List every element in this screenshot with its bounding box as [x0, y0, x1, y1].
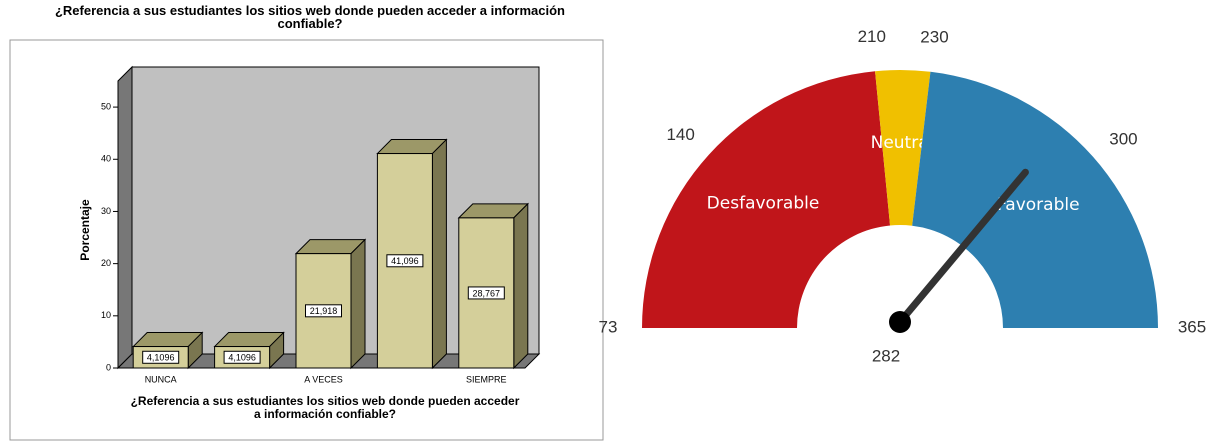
value-label: 28,767	[473, 288, 501, 298]
value-label: 4,1096	[147, 353, 175, 363]
x-tick-label: SIEMPRE	[466, 374, 507, 384]
gauge-band	[875, 69, 931, 226]
needle-hub	[889, 311, 911, 333]
band-label: Neutral	[871, 133, 934, 153]
y-tick-label: 40	[101, 154, 111, 164]
y-tick-label: 10	[101, 310, 111, 320]
value-label: 4,1096	[228, 353, 256, 363]
value-label-box	[142, 350, 180, 364]
y-tick-label: 50	[101, 101, 111, 111]
gauge-band	[912, 71, 1158, 328]
chart-title: ¿Referencia a sus estudiantes los sitios…	[54, 3, 566, 31]
gauge-tick-label: 365	[1178, 317, 1206, 336]
y-tick-label: 0	[106, 362, 111, 372]
y-tick-label: 20	[101, 258, 111, 268]
y-axis-title: Porcentaje	[78, 199, 92, 261]
value-label: 41,096	[391, 256, 419, 266]
gauge-band	[642, 71, 891, 329]
value-label-box	[467, 286, 505, 300]
bar-side	[431, 138, 447, 370]
gauge-tick-label: 300	[1109, 130, 1137, 149]
x-tick-label: A VECES	[304, 374, 343, 384]
bar	[376, 138, 448, 370]
bar	[294, 238, 367, 370]
band-label: Favorable	[997, 195, 1079, 215]
gauge-tick-label: 230	[920, 28, 948, 47]
value-label-box	[386, 254, 424, 268]
bar-side	[350, 238, 366, 370]
gauge-tick-label: 210	[858, 27, 886, 46]
left-wall	[117, 65, 133, 370]
gauge-tick-label: 73	[599, 317, 618, 336]
bar	[457, 202, 530, 370]
band-label: Desfavorable	[707, 194, 820, 214]
gauge-value: 282	[872, 346, 900, 365]
needle	[896, 168, 1029, 326]
x-tick-label: NUNCA	[145, 374, 177, 384]
value-label: 21,918	[310, 306, 338, 316]
value-label-box	[305, 304, 342, 318]
gauge-tick-label: 140	[666, 125, 694, 144]
x-axis-title: ¿Referencia a sus estudiantes los sitios…	[130, 394, 520, 421]
value-label-box	[223, 350, 261, 364]
bar-side	[513, 202, 529, 370]
y-tick-label: 30	[101, 206, 111, 216]
